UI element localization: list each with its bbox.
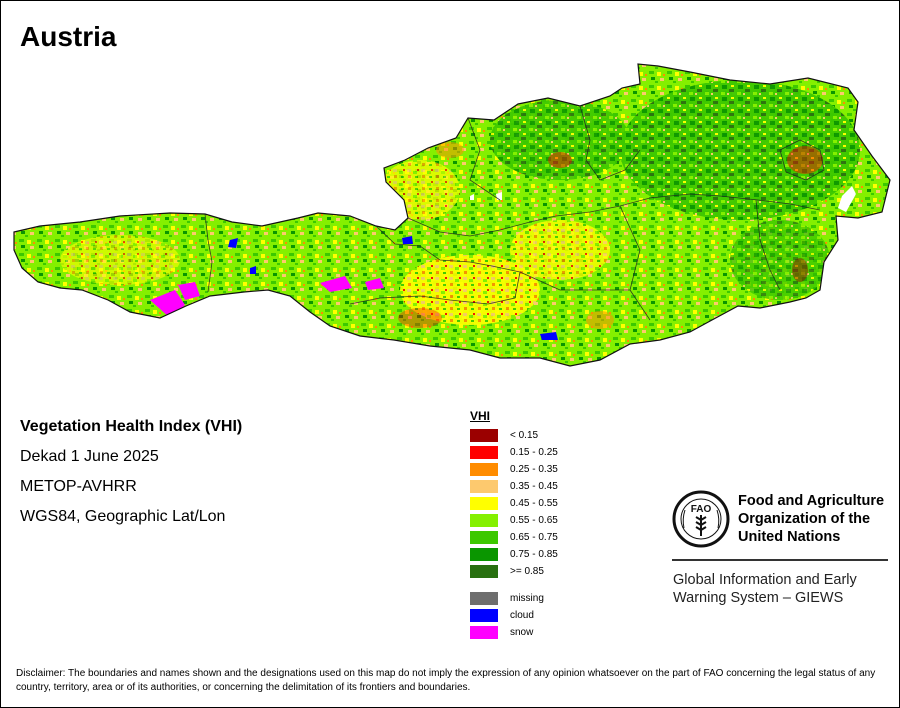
divider [672,559,888,561]
legend-item: >= 0.85 [470,563,544,580]
legend-label: snow [510,627,534,638]
legend-label: cloud [510,610,534,621]
legend-item: 0.65 - 0.75 [470,529,558,546]
time-period: Dekad 1 June 2025 [20,448,159,465]
legend-label: < 0.15 [510,430,539,441]
index-name: Vegetation Health Index (VHI) [20,418,243,435]
austria-vhi-raster [13,63,891,367]
legend-item: 0.25 - 0.35 [470,461,558,478]
legend-label: 0.75 - 0.85 [510,549,558,560]
legend-swatch [470,463,498,476]
legend-item-missing: missing [470,590,544,607]
legend-swatch [470,548,498,561]
legend-label: 0.65 - 0.75 [510,532,558,543]
vhi-legend: VHI < 0.15 0.15 - 0.25 0.25 - 0.35 0.35 … [470,408,558,641]
legend-swatch [470,531,498,544]
legend-label: 0.15 - 0.25 [510,447,558,458]
legend-swatch [470,609,498,622]
legend-label: 0.25 - 0.35 [510,464,558,475]
legend-item-cloud: cloud [470,607,534,624]
sensor-name: METOP-AVHRR [20,478,137,495]
state-boundaries [204,105,825,321]
map-title: Austria [20,21,117,52]
giews-name: Global Information and Early Warning Sys… [673,572,857,606]
legend-label: 0.35 - 0.45 [510,481,558,492]
fao-logo: FAO [672,490,730,548]
legend-label: 0.55 - 0.65 [510,515,558,526]
legend-title: VHI [470,409,491,423]
legend-item: 0.55 - 0.65 [470,512,558,529]
legend-swatch [470,429,498,442]
vhi-map [13,63,891,367]
legend-item: < 0.15 [470,427,538,444]
legend-item-snow: snow [470,624,533,641]
disclaimer: Disclaimer: The boundaries and names sho… [16,668,876,693]
legend-item: 0.35 - 0.45 [470,478,558,495]
legend-swatch [470,626,498,639]
legend-swatch [470,497,498,510]
legend-item: 0.15 - 0.25 [470,444,558,461]
legend-item: 0.45 - 0.55 [470,495,558,512]
legend-item: 0.75 - 0.85 [470,546,558,563]
legend-swatch [470,480,498,493]
legend-swatch [470,514,498,527]
fao-organization-name: Food and Agriculture Organization of the… [738,493,885,545]
map-info: Vegetation Health Index (VHI) Dekad 1 Ju… [20,412,242,532]
legend-label: 0.45 - 0.55 [510,498,558,509]
legend-label: >= 0.85 [510,566,544,577]
projection-info: WGS84, Geographic Lat/Lon [20,508,226,525]
legend-swatch [470,565,498,578]
legend-swatch [470,446,498,459]
fao-logo-text: FAO [691,504,712,515]
legend-swatch [470,592,498,605]
legend-label: missing [510,593,544,604]
